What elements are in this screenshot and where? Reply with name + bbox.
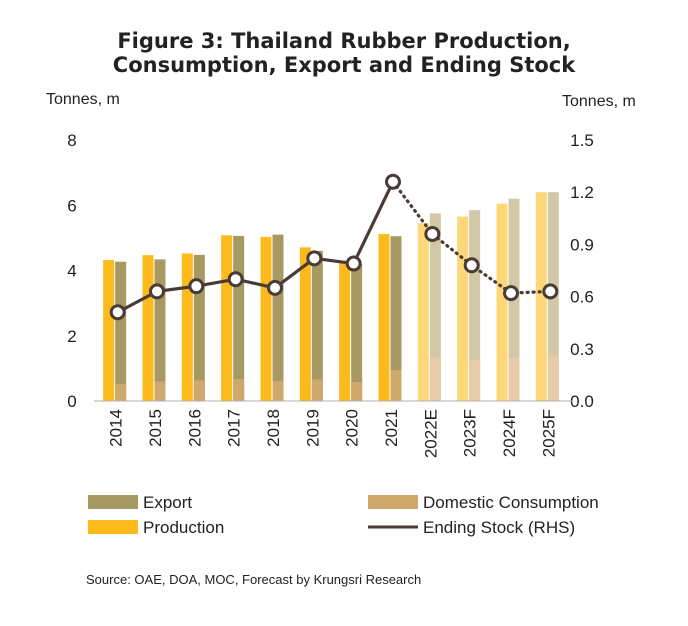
right-tick-label: 1.2 (570, 183, 594, 202)
right-axis-ticks: 0.0 0.3 0.6 0.9 1.2 1.5 (570, 131, 594, 411)
ending-stock-point (188, 278, 205, 295)
category-label: 2025F (539, 409, 558, 457)
ending-stock-line (109, 173, 559, 321)
category-label: 2021 (382, 409, 401, 447)
ending-stock-point (109, 304, 126, 321)
export-bar (351, 263, 363, 401)
ending-stock-point (385, 173, 401, 190)
export-bar (311, 250, 323, 401)
ending-stock-point (542, 283, 559, 300)
ending-stock-point (267, 279, 283, 296)
domestic-consumption-bar (154, 381, 166, 401)
production-bar (535, 192, 547, 401)
production-bar (496, 203, 508, 401)
domestic-consumption-bar (311, 379, 323, 401)
right-tick-label: 1.5 (570, 131, 594, 150)
right-tick-label: 0.0 (570, 392, 594, 411)
category-label: 2014 (107, 409, 126, 447)
domestic-consumption-bar (233, 379, 245, 401)
legend: Export Domestic Consumption Production Endi… (88, 493, 599, 537)
left-tick-label: 6 (67, 196, 76, 215)
export-bar (390, 236, 402, 401)
export-bar (115, 261, 127, 401)
left-axis-ticks: 0 2 4 6 8 (67, 131, 76, 411)
source-note: Source: OAE, DOA, MOC, Forecast by Krung… (86, 572, 421, 587)
left-tick-label: 0 (67, 392, 76, 411)
category-label: 2020 (343, 409, 362, 447)
right-tick-label: 0.9 (570, 235, 594, 254)
ending-stock-point (306, 250, 323, 267)
left-tick-label: 4 (67, 262, 76, 281)
chart-title-line1: Figure 3: Thailand Rubber Production, (117, 29, 570, 53)
ending-stock-point (227, 271, 244, 288)
legend-swatch-export (88, 495, 138, 509)
domestic-consumption-bar (272, 380, 284, 401)
domestic-consumption-bar (390, 370, 402, 401)
category-label: 2016 (185, 409, 204, 447)
domestic-consumption-bar (508, 357, 520, 401)
legend-label-export: Export (143, 493, 192, 512)
left-axis-unit: Tonnes, m (46, 91, 120, 108)
production-bar (221, 235, 233, 401)
category-label: 2024F (500, 409, 519, 457)
category-label: 2022E (421, 409, 440, 458)
domestic-consumption-bar (193, 380, 205, 401)
production-bar (339, 260, 351, 401)
export-bar (154, 259, 166, 401)
right-axis-unit: Tonnes, m (562, 93, 636, 110)
export-bar (193, 254, 205, 401)
production-bar (299, 247, 311, 401)
legend-swatch-production (88, 520, 138, 534)
production-bar (260, 236, 272, 401)
legend-label-stock: Ending Stock (RHS) (423, 518, 575, 537)
legend-label-production: Production (143, 518, 224, 537)
right-tick-label: 0.3 (570, 340, 594, 359)
ending-stock-point (149, 283, 165, 300)
ending-stock-point (424, 225, 441, 242)
category-label: 2017 (225, 409, 244, 447)
legend-label-domestic: Domestic Consumption (423, 493, 599, 512)
production-bar (457, 216, 469, 401)
production-bar (378, 233, 390, 401)
left-tick-label: 2 (67, 327, 76, 346)
category-labels: 2014 2015 2016 2017 2018 2019 2020 2021 2022E 202… (107, 409, 559, 458)
category-label: 2018 (264, 409, 283, 447)
chart-title-line2: Consumption, Export and Ending Stock (113, 53, 576, 77)
export-bar (429, 213, 441, 401)
domestic-consumption-bar (351, 382, 363, 401)
production-bar (181, 253, 193, 401)
ending-stock-point (503, 285, 519, 302)
production-bar (103, 260, 115, 401)
export-bar (272, 234, 284, 401)
ending-stock-point (463, 257, 480, 274)
legend-swatch-domestic (368, 495, 418, 509)
category-label: 2019 (303, 409, 322, 447)
bars-layer (103, 192, 559, 401)
export-bar (233, 235, 245, 401)
production-bar (417, 223, 429, 401)
domestic-consumption-bar (469, 360, 481, 401)
domestic-consumption-bar (547, 355, 559, 401)
domestic-consumption-bar (429, 357, 441, 401)
domestic-consumption-bar (115, 384, 127, 401)
right-tick-label: 0.6 (570, 288, 594, 307)
category-label: 2023F (461, 409, 480, 457)
production-bar (142, 255, 154, 401)
category-label: 2015 (146, 409, 165, 447)
export-bar (469, 210, 481, 401)
left-tick-label: 8 (67, 131, 76, 150)
ending-stock-point (345, 255, 362, 272)
